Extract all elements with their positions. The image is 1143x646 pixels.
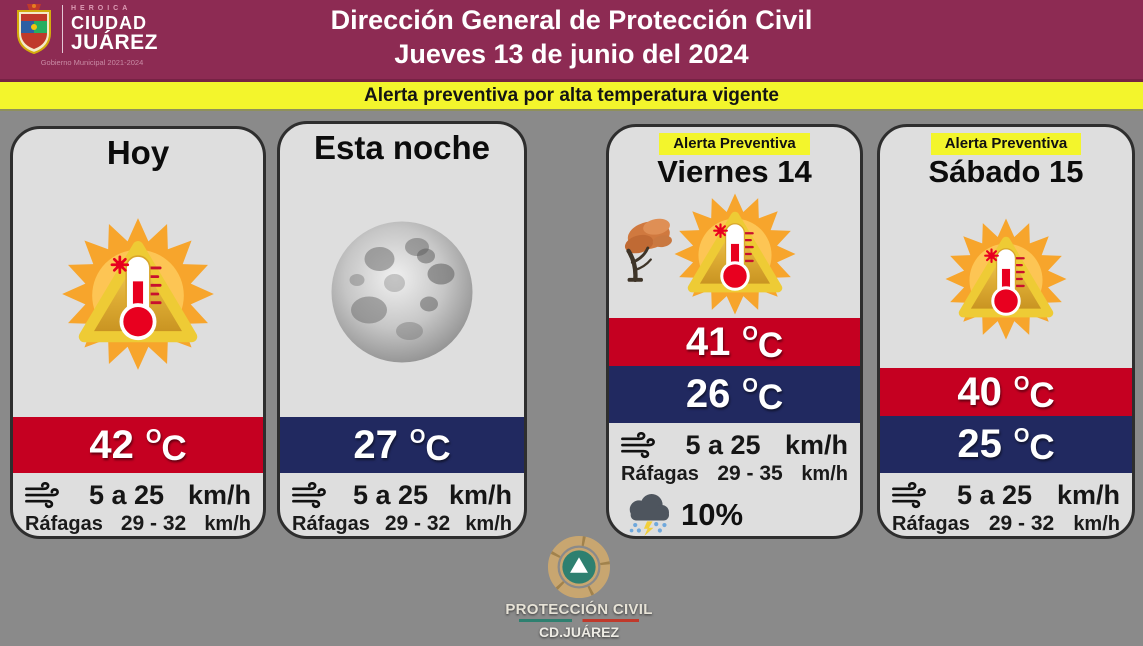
gust-value: 29 - 32 <box>384 512 451 535</box>
gust-value: 29 - 32 <box>120 512 187 535</box>
wind-unit: km/h <box>784 430 848 460</box>
wind-unit: km/h <box>187 480 251 510</box>
logo-caption: Gobierno Municipal 2021-2024 <box>40 58 144 67</box>
degree-symbol: O <box>742 322 758 345</box>
page-title: Dirección General de Protección Civil <box>330 5 813 35</box>
celsius-letter: C <box>1029 428 1055 467</box>
degree-symbol: O <box>1013 425 1030 447</box>
storm-cloud-icon <box>629 494 669 536</box>
high-temp-value: 41 <box>685 319 731 364</box>
low-temp-value: 25 <box>957 422 1002 466</box>
gust-unit: km/h <box>204 513 251 535</box>
wind-speed: 5 a 25 <box>956 480 1033 510</box>
flag-divider <box>519 619 639 622</box>
card-title: Hoy <box>106 134 170 171</box>
alert-badge: Alerta Preventiva <box>659 133 810 156</box>
wind-speed: 5 a 25 <box>685 430 761 460</box>
card-title: Viernes 14 <box>657 154 812 190</box>
proteccion-civil-emblem-icon <box>547 535 611 599</box>
celsius-letter: C <box>161 428 187 468</box>
gust-label: Ráfagas <box>892 513 970 535</box>
ciudad-juarez-coat-of-arms-icon <box>17 4 51 55</box>
logo-heroica: HEROICA <box>71 5 132 12</box>
wind-unit: km/h <box>448 480 512 510</box>
wind-icon <box>25 482 65 509</box>
gust-label: Ráfagas <box>25 513 103 535</box>
gust-value: 29 - 32 <box>988 512 1055 535</box>
gust-label: Ráfagas <box>621 463 699 485</box>
high-temp-value: 40 <box>957 369 1002 414</box>
full-moon-icon <box>331 221 473 363</box>
gust-unit: km/h <box>465 513 512 535</box>
wind-icon <box>621 432 661 459</box>
degree-symbol: O <box>145 425 162 448</box>
low-temp-value: 26 <box>685 372 731 416</box>
degree-symbol: O <box>1013 372 1030 395</box>
logo-ciudad: CIUDAD <box>71 13 147 33</box>
gust-label: Ráfagas <box>292 513 370 535</box>
celsius-letter: C <box>425 428 451 468</box>
degree-symbol: O <box>409 425 426 448</box>
celsius-letter: C <box>1029 375 1055 415</box>
logo-juarez: JUÁREZ <box>71 31 159 54</box>
card-title: Sábado 15 <box>928 154 1084 190</box>
logo-divider <box>62 5 63 53</box>
footer-city-name: CD.JUÁREZ <box>538 624 620 640</box>
heat-alert-icon <box>59 215 217 373</box>
wind-icon <box>292 482 332 509</box>
high-temp-value: 42 <box>89 422 134 467</box>
windblown-tree-icon <box>624 218 672 282</box>
heat-alert-icon <box>672 191 798 317</box>
wind-icon <box>892 482 932 509</box>
header: HEROICA CIUDAD JUÁREZ Gobierno Municipal… <box>0 0 1143 82</box>
wind-speed: 5 a 25 <box>88 480 165 510</box>
footer-org-name: PROTECCIÓN CIVIL <box>505 601 653 618</box>
gust-value: 29 - 35 <box>717 462 783 485</box>
heat-alert-icon <box>943 216 1069 342</box>
alert-banner: Alerta preventiva por alta temperatura v… <box>0 82 1143 111</box>
wind-speed: 5 a 25 <box>352 480 429 510</box>
card-title: Esta noche <box>313 129 491 166</box>
proteccion-civil-logo: PROTECCIÓN CIVIL CD.JUÁREZ <box>505 535 652 640</box>
low-temp-value: 27 <box>353 422 398 467</box>
rain-chance: 10% <box>681 497 744 532</box>
city-logo: HEROICA CIUDAD JUÁREZ Gobierno Municipal… <box>14 3 184 67</box>
alert-badge: Alerta Preventiva <box>930 133 1082 156</box>
celsius-letter: C <box>757 325 784 365</box>
degree-symbol: O <box>742 375 758 397</box>
gust-unit: km/h <box>1073 513 1120 535</box>
gust-unit: km/h <box>801 463 848 485</box>
wind-unit: km/h <box>1056 480 1120 510</box>
bulletin-date: Jueves 13 de junio del 2024 <box>394 38 749 69</box>
celsius-letter: C <box>757 378 784 417</box>
